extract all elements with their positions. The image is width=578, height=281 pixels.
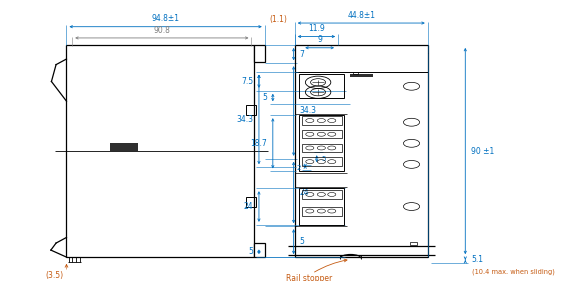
Text: 5: 5 xyxy=(249,247,253,256)
Text: 5: 5 xyxy=(321,156,326,162)
Text: (1.1): (1.1) xyxy=(269,15,287,24)
Bar xyxy=(295,45,428,257)
Text: 11.9: 11.9 xyxy=(308,24,325,33)
Bar xyxy=(299,188,344,225)
Text: (10.4 max. when sliding): (10.4 max. when sliding) xyxy=(472,268,555,275)
Text: 34.3: 34.3 xyxy=(236,115,253,124)
Bar xyxy=(350,74,373,77)
Bar xyxy=(254,45,265,62)
Bar xyxy=(246,105,256,115)
Bar xyxy=(302,207,342,216)
Text: 5: 5 xyxy=(299,237,304,246)
Text: 18.7: 18.7 xyxy=(250,139,267,148)
Bar xyxy=(254,243,265,257)
Bar xyxy=(302,116,342,125)
Bar xyxy=(299,115,344,171)
Text: 7.5: 7.5 xyxy=(241,77,253,86)
Bar xyxy=(302,190,342,199)
Bar xyxy=(302,130,342,139)
Text: 5.1: 5.1 xyxy=(471,255,483,264)
Text: 24: 24 xyxy=(243,202,253,211)
Bar xyxy=(410,242,417,245)
Text: 44.8±1: 44.8±1 xyxy=(347,11,375,20)
Text: Rail stopper: Rail stopper xyxy=(286,274,332,281)
Text: 34.3: 34.3 xyxy=(299,106,316,115)
Text: 2: 2 xyxy=(296,165,301,171)
Bar xyxy=(66,45,254,257)
Text: 90 ±1: 90 ±1 xyxy=(471,146,494,156)
Text: 94.8±1: 94.8±1 xyxy=(151,14,180,23)
Bar xyxy=(299,74,344,98)
Bar xyxy=(246,197,256,207)
Bar xyxy=(353,72,358,74)
Bar xyxy=(302,144,342,152)
Text: 5: 5 xyxy=(262,93,267,102)
Text: S8VK-C: S8VK-C xyxy=(112,144,137,149)
Text: 90.8: 90.8 xyxy=(153,26,171,35)
Text: 24: 24 xyxy=(299,188,309,197)
Bar xyxy=(302,157,342,166)
Text: (3.5): (3.5) xyxy=(46,271,64,280)
Text: 7: 7 xyxy=(299,49,304,59)
Text: 9: 9 xyxy=(317,35,322,44)
